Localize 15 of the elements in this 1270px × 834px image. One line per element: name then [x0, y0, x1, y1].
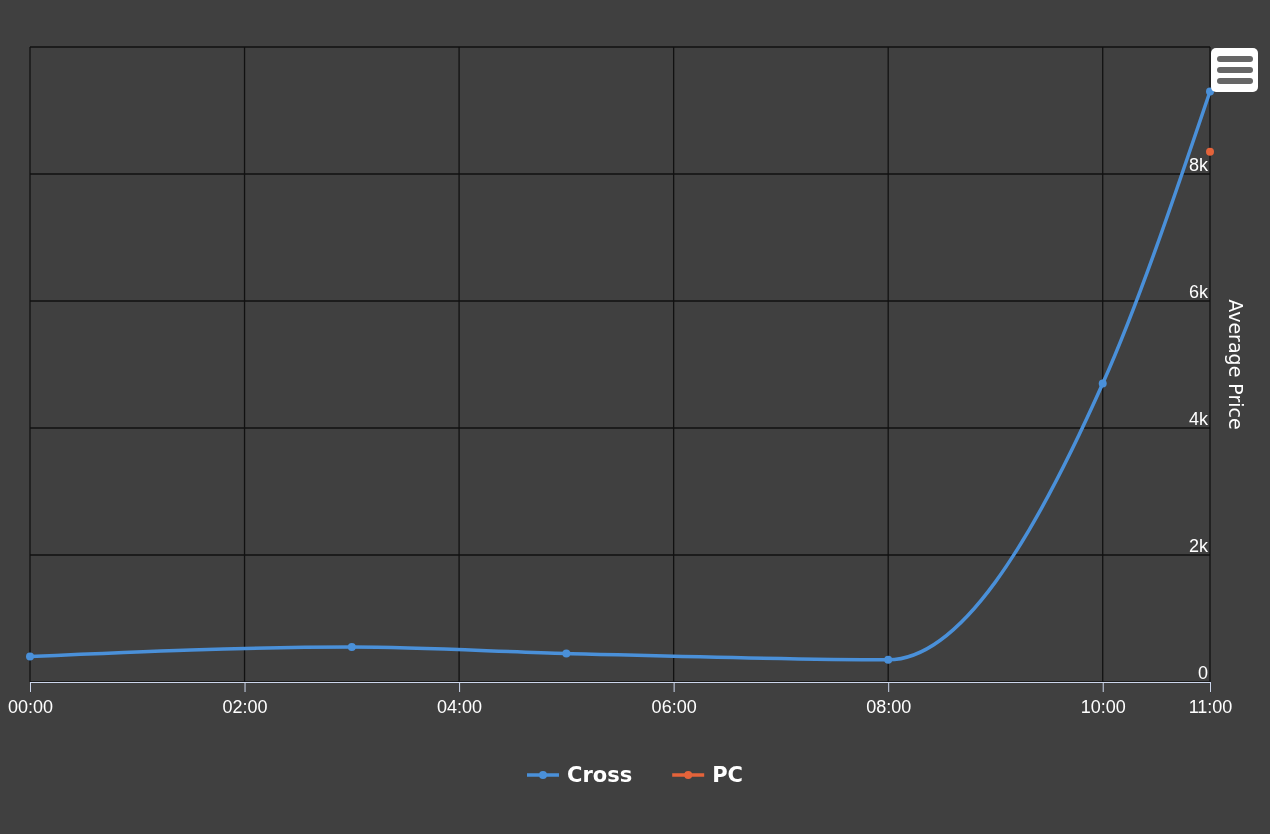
- legend-label: PC: [712, 763, 744, 788]
- y-tick-label: 8k: [1188, 154, 1209, 175]
- y-axis-title: Average Price: [1225, 299, 1247, 430]
- y-tick-label: 4k: [1188, 408, 1209, 429]
- x-tick-label: 11:00: [1188, 696, 1233, 717]
- x-tick-label: 10:00: [1080, 696, 1126, 717]
- x-tick-label: 04:00: [437, 696, 483, 717]
- x-tick-label: 00:00: [7, 696, 54, 717]
- y-tick-label: 2k: [1188, 535, 1209, 556]
- x-tick-label: 06:00: [651, 696, 697, 717]
- x-tick-label: 08:00: [866, 696, 912, 717]
- legend-label: Cross: [566, 763, 633, 788]
- y-tick-label: 6k: [1188, 281, 1209, 302]
- y-tick-label: 0: [1197, 662, 1208, 683]
- x-tick-label: 02:00: [222, 696, 268, 717]
